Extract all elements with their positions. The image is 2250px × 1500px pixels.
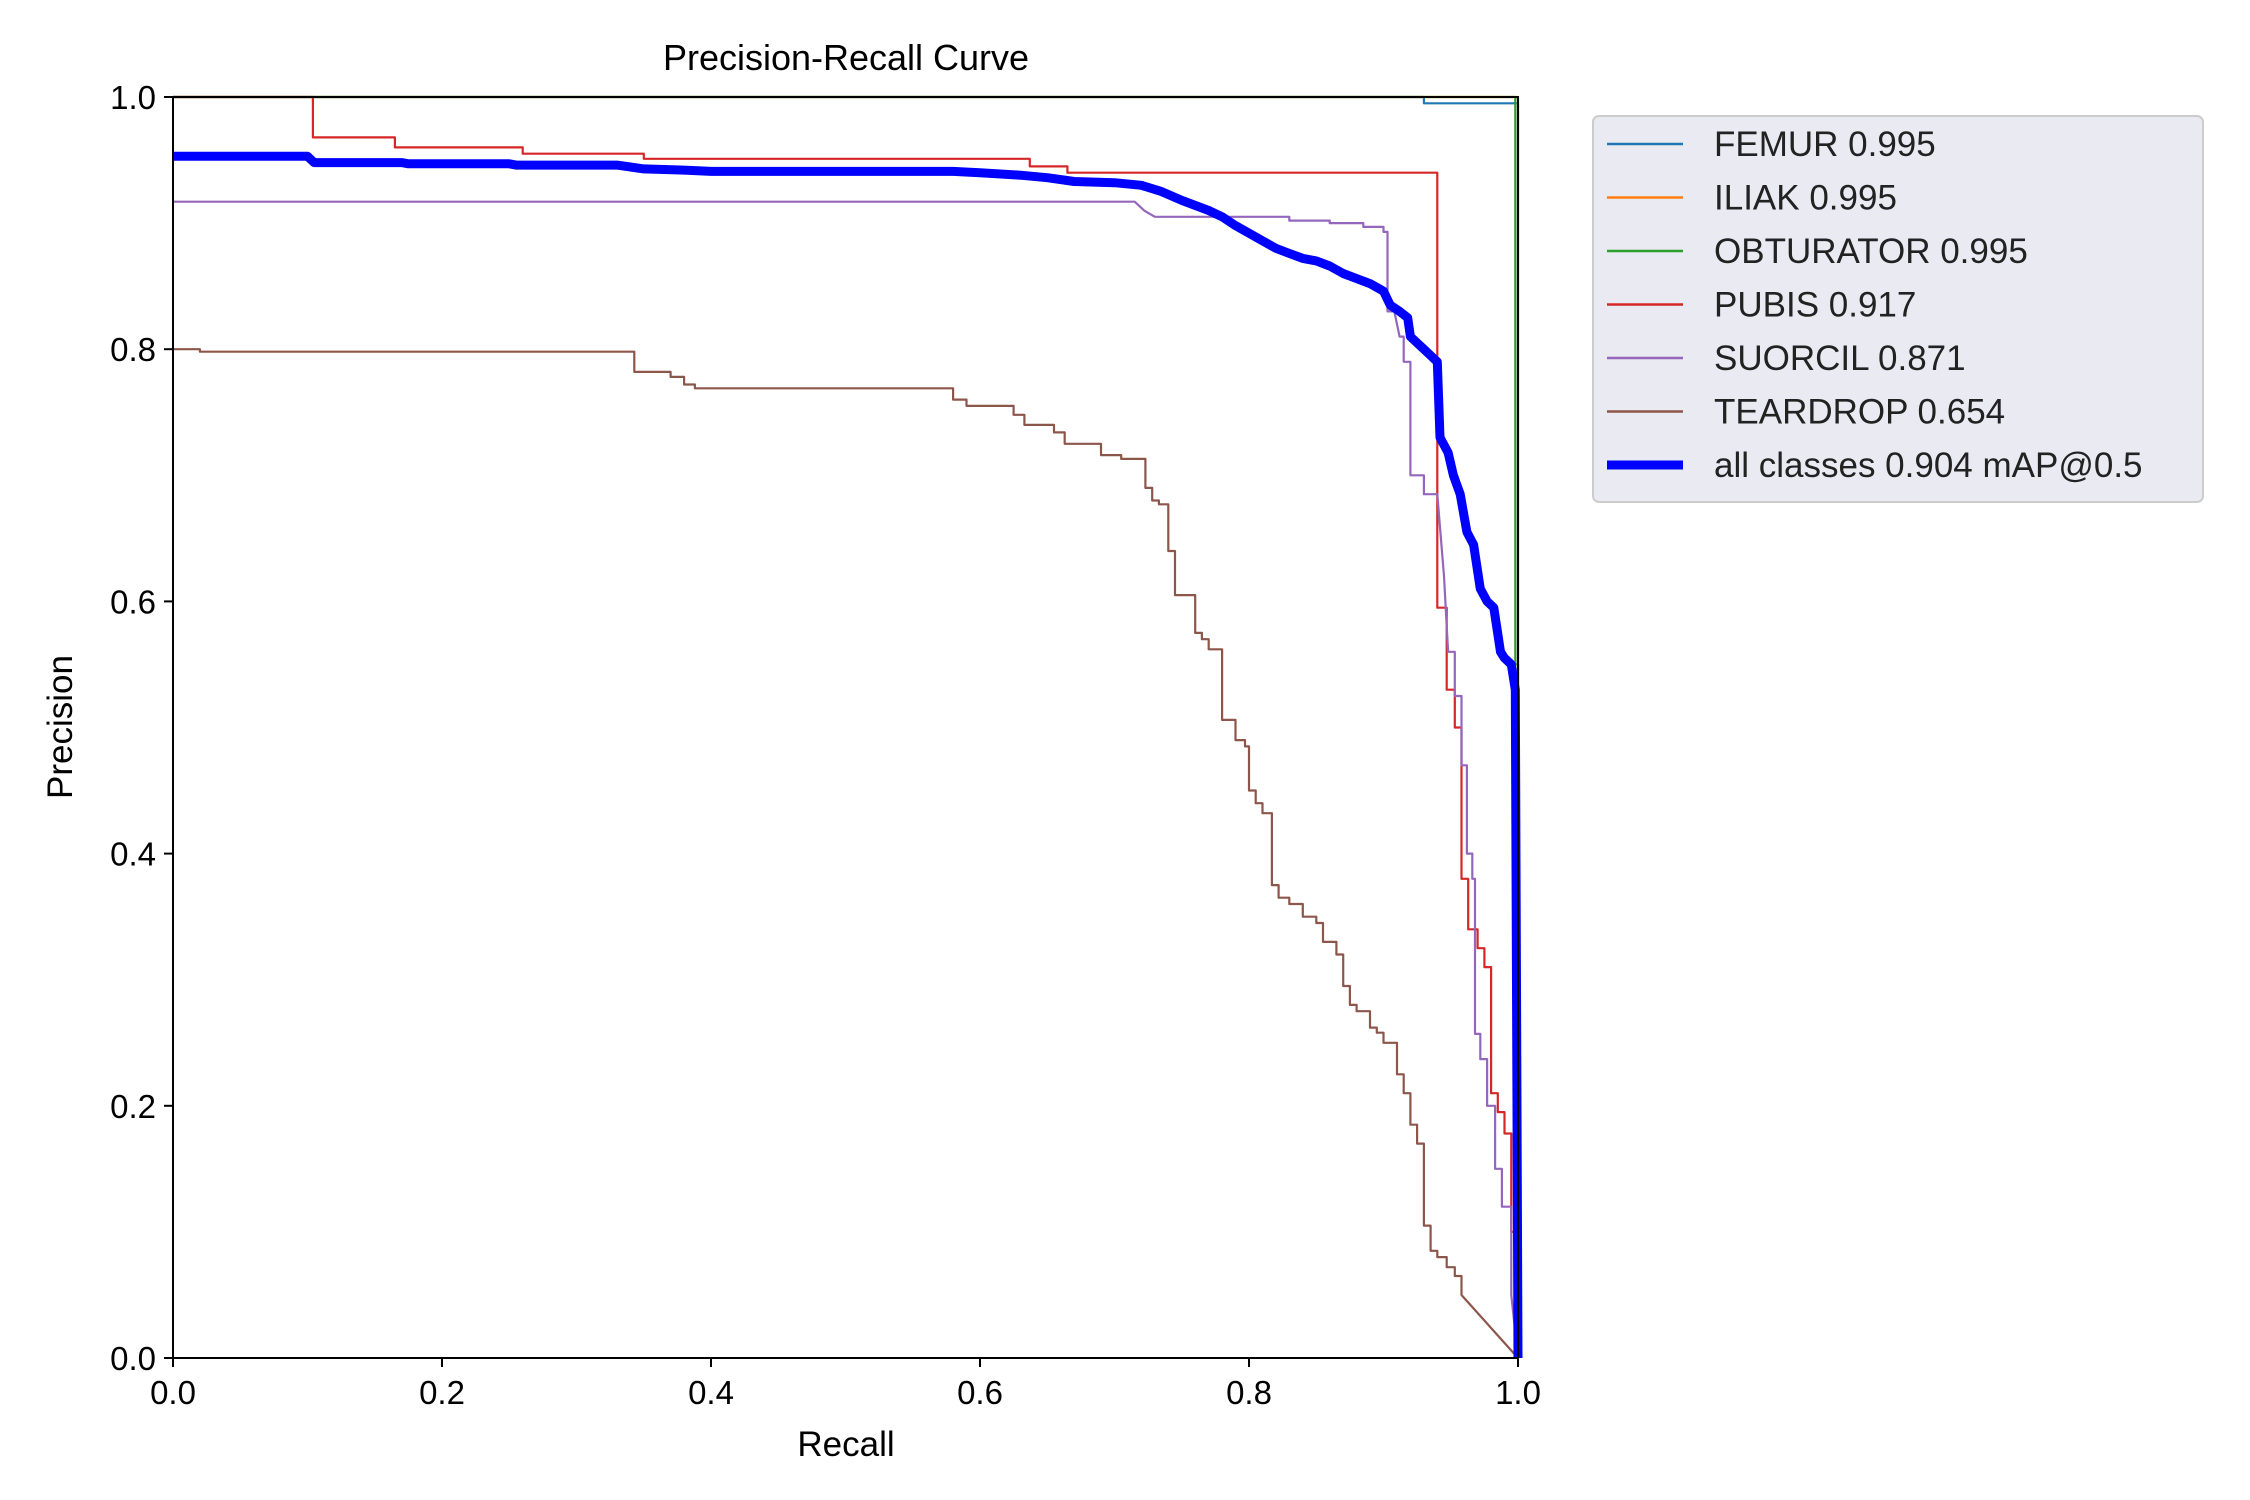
legend-label: all classes 0.904 mAP@0.5 [1714,446,2143,485]
legend-label: SUORCIL 0.871 [1714,339,1966,378]
x-tick-label: 0.6 [957,1374,1003,1411]
y-tick-label: 1.0 [110,79,156,116]
y-tick-label: 0.0 [110,1340,156,1377]
y-tick-label: 0.6 [110,583,156,620]
legend-label: ILIAK 0.995 [1714,179,1897,218]
series-line-1 [173,95,1520,1358]
legend-label: PUBIS 0.917 [1714,286,1916,325]
series-line-4 [173,200,1520,1359]
x-tick-label: 0.8 [1226,1374,1272,1411]
y-tick-label: 0.4 [110,836,156,873]
plot-frame [172,96,1519,1359]
legend-label: TEARDROP 0.654 [1714,393,2005,432]
x-tick-label: 0.0 [150,1374,196,1411]
legend: FEMUR 0.995 ILIAK 0.995 OBTURATOR 0.995 PUB… [1592,115,2204,503]
y-tick-label: 0.2 [110,1088,156,1125]
legend-label: OBTURATOR 0.995 [1714,232,2028,271]
chart-title: Precision-Recall Curve [663,37,1029,78]
x-tick-label: 0.4 [688,1374,734,1411]
x-tick-label: 0.2 [419,1374,465,1411]
x-axis-label: Recall [797,1425,894,1464]
series-line-0 [173,95,1520,1358]
plot-series-layer [173,95,1523,1359]
y-axis-label: Precision [41,655,80,799]
series-line-3 [173,95,1520,1358]
legend-label: FEMUR 0.995 [1714,125,1936,164]
x-tick-label: 1.0 [1495,1374,1541,1411]
series-line-5 [173,348,1519,1359]
series-line-2 [173,95,1520,1358]
legend-box [1592,115,2204,503]
y-tick-label: 0.8 [110,331,156,368]
series-line-6 [173,151,1523,1359]
y-axis: 0.0 0.2 0.4 0.6 0.8 1.0 [110,79,173,1377]
x-axis: 0.0 0.2 0.4 0.6 0.8 1.0 [150,1358,1541,1411]
